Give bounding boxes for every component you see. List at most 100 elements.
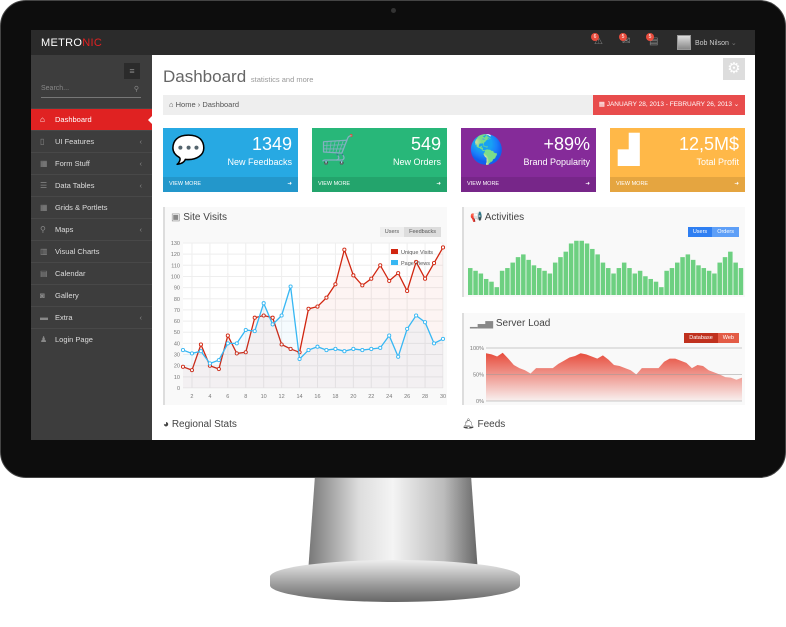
signal-icon: ▁▃▅ <box>470 318 494 329</box>
bell-icon: 🔔︎ <box>462 419 475 430</box>
date-range-picker[interactable]: ▦ JANUARY 28, 2013 - FEBRUARY 26, 2013 ⌄ <box>593 95 745 115</box>
search-placeholder: Search... <box>41 85 70 92</box>
y-tick-label: 100% <box>470 346 484 352</box>
stat-tile: 💬 1349 New Feedbacks VIEW MORE ➜ <box>163 128 298 192</box>
activity-bar <box>584 243 590 295</box>
data-point <box>243 350 248 355</box>
date-range-text: JANUARY 28, 2013 - FEBRUARY 26, 2013 <box>606 101 732 108</box>
view-more-link[interactable]: VIEW MORE ➜ <box>163 177 298 192</box>
y-tick-label: 90 <box>174 286 180 292</box>
sidebar-item-gallery[interactable]: ◙ Gallery <box>31 284 152 306</box>
sidebar-item-grids-portlets[interactable]: ▦ Grids & Portlets <box>31 196 152 218</box>
arrow-right-icon: ➜ <box>585 181 590 187</box>
breadcrumb-home[interactable]: Home <box>175 100 196 109</box>
sidebar-item-login-page[interactable]: ♟ Login Page <box>31 328 152 350</box>
top-bar: METRONIC ⚠ 6 ✉ 5 ▤ 5 Bob Nilson ⌄ <box>31 30 755 55</box>
sidebar-item-data-tables[interactable]: ☰ Data Tables ‹ <box>31 174 152 196</box>
data-point <box>333 282 338 287</box>
sidebar-item-dashboard[interactable]: ⌂ Dashboard <box>31 108 153 130</box>
nav-label: Form Stuff <box>55 159 90 168</box>
logo[interactable]: METRONIC <box>41 37 102 49</box>
stat-tile: 🌎 +89% Brand Popularity VIEW MORE ➜ <box>461 128 596 192</box>
y-tick-label: 110 <box>171 263 180 269</box>
users-button[interactable]: Users <box>687 227 713 237</box>
series-area <box>183 286 443 388</box>
data-point <box>414 313 419 318</box>
activity-bar <box>510 262 515 295</box>
data-point <box>270 322 275 327</box>
nav-label: Calendar <box>55 269 86 278</box>
arrow-right-icon: ➜ <box>734 181 739 187</box>
y-tick-label: 10 <box>174 375 180 381</box>
data-point <box>225 341 230 346</box>
data-point <box>216 366 221 372</box>
view-more-link[interactable]: VIEW MORE ➜ <box>610 177 745 192</box>
activity-bar <box>531 265 537 295</box>
data-point <box>378 345 383 350</box>
data-point <box>369 276 374 281</box>
view-more-link[interactable]: VIEW MORE ➜ <box>461 177 596 192</box>
menu-toggle-icon[interactable]: ≡ <box>124 63 140 79</box>
activity-bar <box>537 268 542 295</box>
sidebar-item-maps[interactable]: ⚲ Maps ‹ <box>31 218 152 240</box>
activity-bar <box>574 240 579 295</box>
data-point <box>261 313 266 318</box>
orders-button[interactable]: Orders <box>712 227 739 237</box>
nav-label: Data Tables <box>55 181 95 190</box>
users-button[interactable]: Users <box>379 227 405 237</box>
site-visits-panel: ▣ Site Visits Users Feedbacks 0 10 20 30 40 5… <box>163 207 447 405</box>
activity-bar <box>595 254 600 295</box>
sidebar-item-calendar[interactable]: ▤ Calendar <box>31 262 152 284</box>
database-button[interactable]: Database <box>684 333 718 343</box>
view-more-link[interactable]: VIEW MORE ➜ <box>312 177 447 192</box>
globe-icon: ◕ <box>163 419 170 430</box>
data-point <box>396 271 401 276</box>
sidebar-item-extra[interactable]: ▬ Extra ‹ <box>31 306 152 328</box>
series-line-page-views <box>182 286 444 365</box>
activity-bar <box>579 240 584 295</box>
nav-label: Maps <box>55 225 74 234</box>
notification-badge: 6 <box>591 33 599 41</box>
view-more-text: VIEW MORE <box>169 181 202 187</box>
y-tick-label: 30 <box>174 353 180 359</box>
y-tick-label: 70 <box>174 308 180 314</box>
tile-label: New Orders <box>392 157 441 167</box>
page-subtitle: statistics and more <box>250 75 314 84</box>
activity-bar <box>648 278 653 295</box>
inbox-icon[interactable]: ✉ 5 <box>619 33 638 50</box>
nav-icon: ⚲ <box>40 225 46 234</box>
gear-icon[interactable]: ⚙ <box>723 58 745 80</box>
sidebar-item-form-stuff[interactable]: ▦ Form Stuff ‹ <box>31 152 152 174</box>
search-icon: ⚲ <box>133 86 139 93</box>
activity-bar <box>478 273 484 295</box>
search-input[interactable]: Search... ⚲ <box>41 85 141 98</box>
tile-icon: ▟ <box>618 134 640 165</box>
data-point <box>189 368 195 373</box>
y-tick-label: 0 <box>177 386 180 392</box>
tasks-icon[interactable]: ▤ 5 <box>646 33 665 50</box>
avatar[interactable] <box>677 35 691 50</box>
sidebar-item-ui-features[interactable]: ▯ UI Features ‹ <box>31 130 152 152</box>
nav-label: Grids & Portlets <box>55 203 108 212</box>
chevron-left-icon: ‹ <box>139 137 143 146</box>
data-point <box>440 336 446 341</box>
y-tick-label: 50% <box>473 373 484 379</box>
user-menu[interactable]: Bob Nilson ⌄ <box>695 39 737 47</box>
page-title-text: Dashboard <box>163 67 247 86</box>
screen: METRONIC ⚠ 6 ✉ 5 ▤ 5 Bob Nilson ⌄ ≡ Search.… <box>31 30 755 440</box>
activity-bar <box>738 268 744 295</box>
activity-bar <box>590 248 595 295</box>
activity-bar <box>637 270 643 295</box>
x-tick-label: 16 <box>314 394 320 400</box>
activity-bar <box>499 270 505 295</box>
stat-tile: 🛒 549 New Orders VIEW MORE ➜ <box>312 128 447 192</box>
tile-label: New Feedbacks <box>227 157 292 167</box>
series-area <box>183 247 443 388</box>
warning-icon[interactable]: ⚠ 6 <box>591 33 610 50</box>
web-button[interactable]: Web <box>717 333 739 343</box>
data-point <box>279 342 284 347</box>
feedbacks-button[interactable]: Feedbacks <box>404 227 441 237</box>
tile-icon: 💬 <box>171 134 206 165</box>
sidebar-item-visual-charts[interactable]: ▥ Visual Charts <box>31 240 152 262</box>
y-tick-label: 50 <box>174 330 180 336</box>
